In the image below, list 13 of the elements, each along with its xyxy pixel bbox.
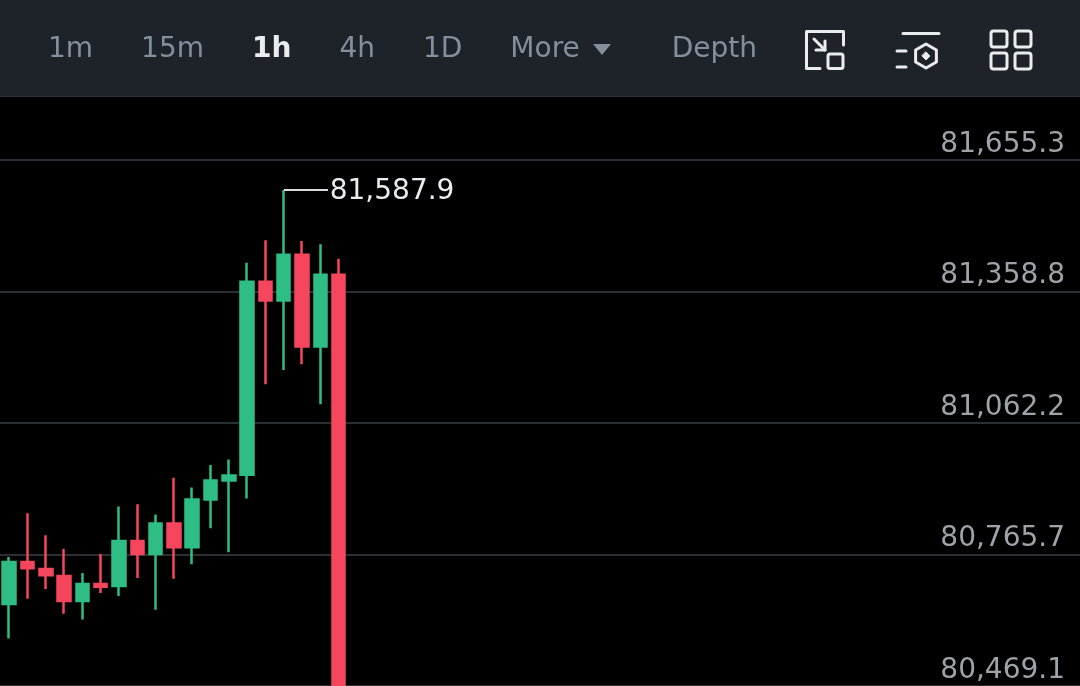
text: 1m <box>48 31 94 64</box>
y-tick-label: 81,655.3 <box>940 125 1065 159</box>
annotation: 81,587.9 <box>329 173 455 208</box>
text: 1h <box>252 31 292 64</box>
text: 1D <box>422 31 463 64</box>
y-tick-label: 80,469.1 <box>940 651 1065 685</box>
y-tick-label: 80,765.7 <box>940 520 1065 554</box>
y-tick-label: 81,062.2 <box>940 388 1065 422</box>
text: More <box>510 31 580 64</box>
y-tick-label: 81,358.8 <box>940 257 1065 291</box>
text: 15m <box>141 31 204 64</box>
text: 4h <box>339 31 375 64</box>
text: Depth <box>671 31 758 64</box>
